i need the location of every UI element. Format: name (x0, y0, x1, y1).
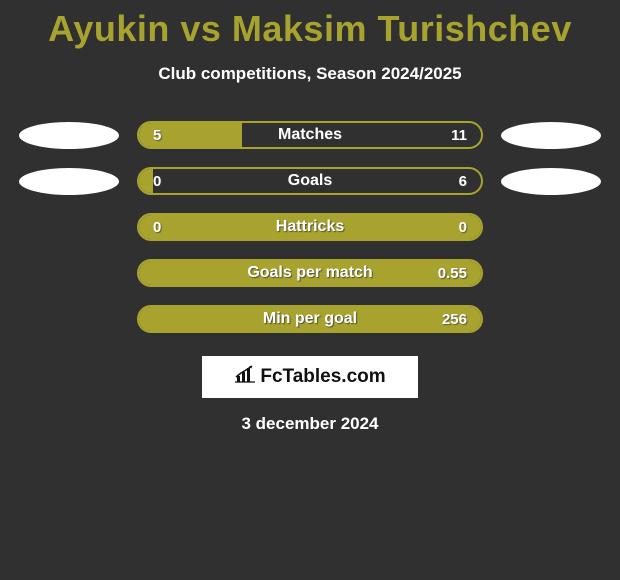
bar-chart-icon (234, 365, 256, 389)
metric-value-right: 256 (442, 311, 467, 328)
metric-value-right: 6 (459, 173, 467, 190)
brand-text: FcTables.com (260, 366, 385, 388)
player-right-marker (501, 122, 601, 149)
branding-box: FcTables.com (202, 356, 418, 398)
metric-value-left: 5 (153, 127, 161, 144)
comparison-subtitle: Club competitions, Season 2024/2025 (0, 64, 620, 84)
comparison-chart: 5 Matches 11 0 Goals 6 0 Hattricks 0 Goals per ma… (0, 112, 620, 342)
comparison-row: Min per goal 256 (0, 296, 620, 342)
metric-label: Goals (288, 172, 332, 190)
comparison-title: Ayukin vs Maksim Turishchev (0, 0, 620, 50)
metric-bar: Min per goal 256 (137, 305, 483, 333)
metric-value-right: 11 (451, 127, 467, 144)
player-left-marker (19, 122, 119, 149)
metric-bar: 0 Goals 6 (137, 167, 483, 195)
brand-label: FcTables.com (234, 365, 385, 389)
comparison-row: 5 Matches 11 (0, 112, 620, 158)
metric-value-left: 0 (153, 219, 161, 236)
snapshot-date: 3 december 2024 (0, 414, 620, 434)
metric-bar-fill (139, 169, 153, 193)
player-right-marker (501, 168, 601, 195)
metric-bar: 5 Matches 11 (137, 121, 483, 149)
metric-value-right: 0.55 (438, 265, 467, 282)
metric-label: Min per goal (263, 310, 357, 328)
comparison-row: Goals per match 0.55 (0, 250, 620, 296)
comparison-row: 0 Hattricks 0 (0, 204, 620, 250)
metric-value-right: 0 (459, 219, 467, 236)
metric-bar: 0 Hattricks 0 (137, 213, 483, 241)
metric-label: Matches (278, 126, 342, 144)
metric-bar: Goals per match 0.55 (137, 259, 483, 287)
metric-label: Hattricks (276, 218, 344, 236)
comparison-row: 0 Goals 6 (0, 158, 620, 204)
metric-value-left: 0 (153, 173, 161, 190)
player-left-marker (19, 168, 119, 195)
metric-label: Goals per match (247, 264, 372, 282)
